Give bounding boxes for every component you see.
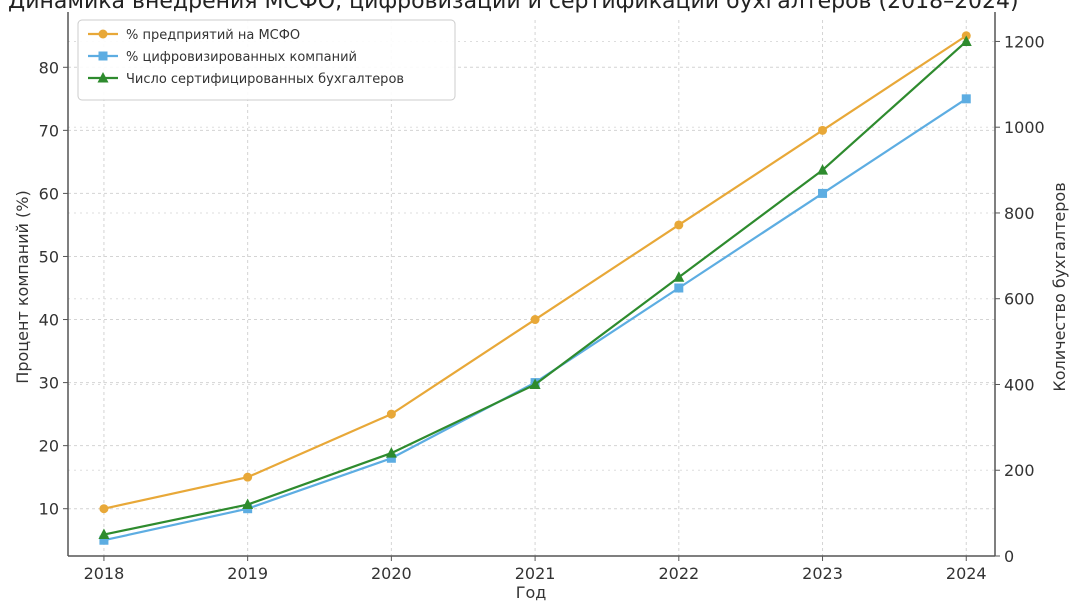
legend-label: Число сертифицированных бухгалтеров xyxy=(126,72,404,87)
chart-title: Динамика внедрения МСФО, цифровизации и … xyxy=(8,0,1019,14)
y-tick-label-right: 400 xyxy=(1004,375,1035,394)
data-point xyxy=(961,94,971,104)
x-tick-label: 2021 xyxy=(515,564,556,583)
x-tick-label: 2019 xyxy=(227,564,268,583)
data-point xyxy=(99,535,109,545)
x-axis-label: Год xyxy=(516,583,547,601)
data-point xyxy=(530,315,540,325)
data-point xyxy=(243,472,253,482)
series-1 xyxy=(99,31,971,514)
y-tick-label-left: 10 xyxy=(39,500,59,519)
data-point xyxy=(674,220,684,230)
axes: 2018 2019 2020 2021 2022 2023 2024 10 20 30 40 50 60… xyxy=(39,12,1045,583)
legend-box xyxy=(77,19,456,101)
legend-swatch-marker xyxy=(97,72,109,83)
y-tick-label-left: 80 xyxy=(39,58,59,77)
data-point xyxy=(818,125,828,135)
legend: % предприятий на МСФО % цифровизированных… xyxy=(77,19,456,101)
x-tick-label: 2018 xyxy=(84,564,125,583)
x-tick-label: 2024 xyxy=(946,564,987,583)
y-tick-label-left: 20 xyxy=(39,437,59,456)
data-point xyxy=(386,453,396,463)
x-tick-label: 2023 xyxy=(802,564,843,583)
series xyxy=(98,31,972,545)
legend-label: % предприятий на МСФО xyxy=(126,28,300,43)
data-point xyxy=(529,378,541,389)
y-axis-label-left: Процент компаний (%) xyxy=(13,190,32,383)
y-tick-label-left: 70 xyxy=(39,121,59,140)
y-axis-label-right: Количество бухгалтеров xyxy=(1050,182,1069,391)
x-tick-label: 2022 xyxy=(658,564,699,583)
data-point xyxy=(99,504,109,514)
legend-item: Число сертифицированных бухгалтеров xyxy=(88,72,404,87)
data-point xyxy=(385,447,397,458)
data-point xyxy=(817,164,829,175)
data-point xyxy=(386,409,396,419)
y-tick-label-right: 0 xyxy=(1004,547,1014,566)
x-tick-label: 2020 xyxy=(371,564,412,583)
data-point xyxy=(98,528,110,540)
y-tick-label-right: 1000 xyxy=(1004,118,1045,137)
y-tick-label-left: 40 xyxy=(39,311,59,330)
y-tick-label-right: 200 xyxy=(1004,461,1035,480)
data-point xyxy=(674,283,684,293)
data-point xyxy=(673,271,685,282)
data-point xyxy=(242,498,254,510)
y-tick-label-left: 60 xyxy=(39,184,59,203)
y-tick-label-left: 30 xyxy=(39,374,59,393)
y-tick-label-right: 600 xyxy=(1004,290,1035,309)
legend-item: % цифровизированных компаний xyxy=(88,50,357,65)
legend-label: % цифровизированных компаний xyxy=(126,50,357,65)
data-point xyxy=(960,35,972,46)
legend-swatch-marker xyxy=(98,51,108,61)
y-tick-label-right: 800 xyxy=(1004,204,1035,223)
series-3 xyxy=(98,35,972,540)
legend-swatch-marker xyxy=(98,29,108,39)
legend-item: % предприятий на МСФО xyxy=(88,28,300,43)
y-tick-label-left: 50 xyxy=(39,247,59,266)
y-tick-label-right: 1200 xyxy=(1004,32,1045,51)
data-point xyxy=(818,188,828,198)
